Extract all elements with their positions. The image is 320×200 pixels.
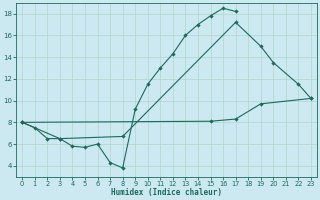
X-axis label: Humidex (Indice chaleur): Humidex (Indice chaleur) [111, 188, 222, 197]
